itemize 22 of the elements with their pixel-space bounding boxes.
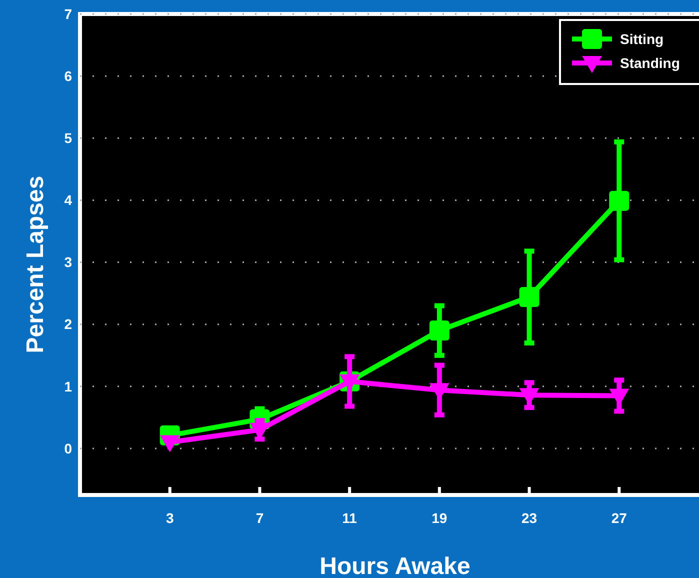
x-axis-title: Hours Awake — [320, 553, 470, 578]
legend-label: Standing — [620, 54, 680, 71]
x-tick-label: 27 — [611, 510, 628, 526]
point — [519, 287, 540, 308]
y-tick-label: 0 — [64, 440, 72, 456]
x-tick-label: 7 — [256, 510, 264, 526]
y-tick-label: 4 — [64, 192, 72, 208]
point — [429, 320, 450, 341]
x-tick-label: 23 — [521, 510, 538, 526]
y-tick-label: 5 — [64, 130, 72, 146]
y-tick-label: 3 — [64, 254, 72, 270]
y-tick-label: 1 — [64, 378, 72, 394]
legend-label: Sitting — [620, 30, 664, 47]
x-tick-label: 19 — [432, 510, 448, 526]
y-tick-label: 2 — [64, 316, 72, 332]
x-tick-label: 3 — [166, 510, 174, 526]
point — [160, 435, 180, 452]
y-tick-label: 6 — [64, 68, 72, 84]
point — [609, 190, 630, 211]
y-axis-title: Percent Lapses — [22, 176, 49, 354]
y-tick-label: 7 — [64, 6, 72, 22]
x-tick-label: 11 — [342, 510, 358, 526]
